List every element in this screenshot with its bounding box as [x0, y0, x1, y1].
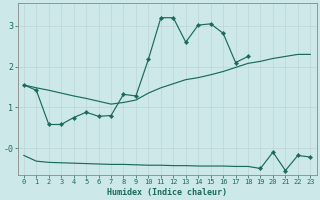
X-axis label: Humidex (Indice chaleur): Humidex (Indice chaleur) — [107, 188, 227, 197]
